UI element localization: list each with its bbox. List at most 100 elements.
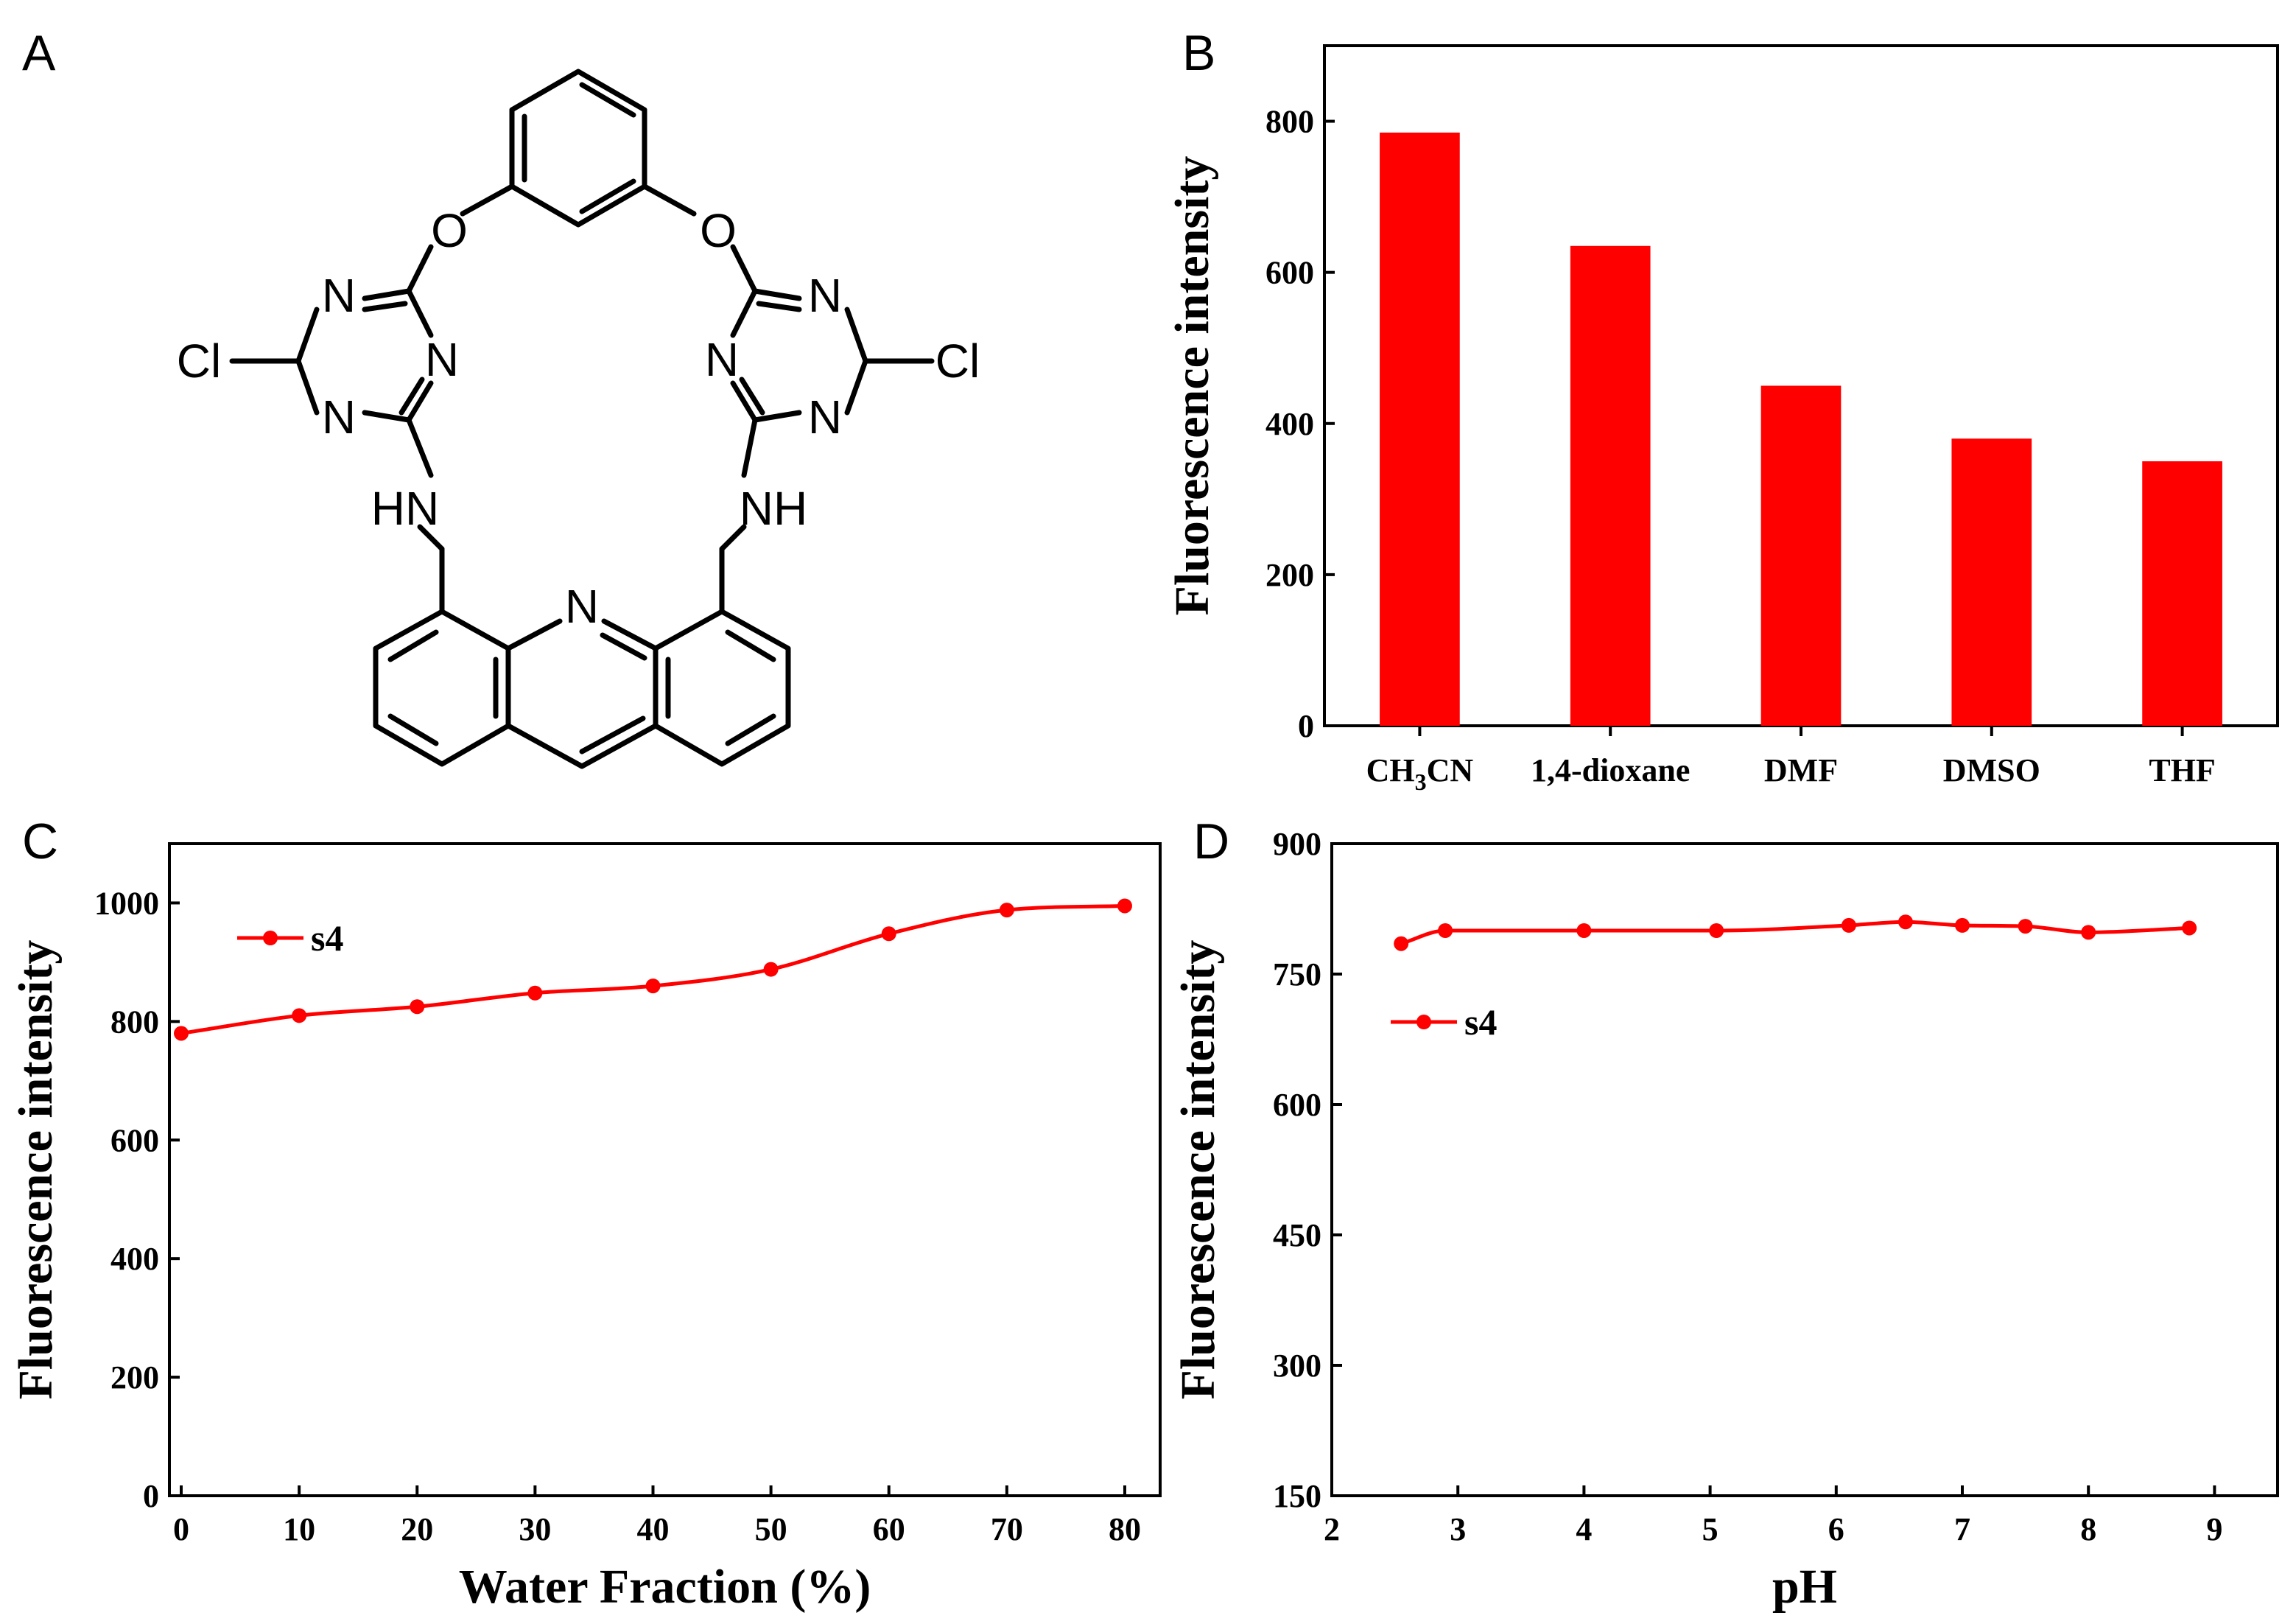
atom-n-left-top: N	[322, 269, 356, 322]
panel-d-line-chart: D 150 300 450 600 750 900 2 3 4 5 6 7 8 9 s4 pH Fluor…	[1171, 813, 2279, 1614]
atom-n-right-bottom: N	[808, 391, 842, 444]
chart-d-legend-marker	[1416, 1015, 1431, 1029]
chart-d-series-line	[1400, 920, 2190, 946]
chart-c-xtick-label: 70	[991, 1511, 1023, 1547]
chart-d-point-0	[1394, 936, 1409, 951]
chart-c-xtick-label: 30	[519, 1511, 551, 1547]
chart-c-point-7	[999, 903, 1014, 918]
chart-d-xtick-label: 4	[1576, 1511, 1592, 1547]
chart-b-ticks: 0 200 400 600 800	[1265, 104, 1335, 744]
bar-3	[1951, 438, 2032, 726]
chart-c-legend-marker	[263, 931, 278, 945]
panel-label-a: A	[22, 25, 56, 81]
chart-c-xtick-label: 50	[755, 1511, 787, 1547]
chart-c-points	[174, 898, 1132, 1041]
chart-c-xtick-label: 20	[401, 1511, 433, 1547]
atom-n-right-top: N	[808, 269, 842, 322]
chart-d-point-9	[2182, 920, 2197, 936]
chart-d-y-axis-title: Fluorescence intensity	[1171, 940, 1225, 1400]
chart-d-point-5	[1897, 914, 1913, 930]
structure-atom-labels: O O N N N Cl HN N N N Cl NH N	[177, 204, 980, 633]
bar-1	[1570, 245, 1651, 726]
structure-bonds	[229, 69, 935, 769]
chart-d-legend-label: s4	[1464, 1001, 1497, 1043]
chart-c-point-2	[410, 999, 425, 1015]
chart-b-ytick-label: 0	[1298, 708, 1314, 744]
atom-n-acridine: N	[565, 580, 599, 633]
chart-d-x-axis-title: pH	[1772, 1560, 1837, 1614]
chart-b-ytick-label: 600	[1265, 255, 1314, 291]
atom-o-right: O	[700, 204, 737, 257]
chart-d-xtick-label: 5	[1702, 1511, 1719, 1547]
chart-d-xtick-label: 3	[1450, 1511, 1466, 1547]
chart-d-xtick-label: 8	[2080, 1511, 2096, 1547]
chart-d-legend: s4	[1391, 1001, 1497, 1043]
chart-c-legend: s4	[237, 917, 343, 959]
atom-n-left-bottom: N	[322, 391, 356, 444]
chart-d-frame	[1330, 842, 2279, 1497]
chart-d-ytick-label: 600	[1273, 1087, 1321, 1123]
chart-b-bars	[1380, 132, 2222, 726]
chart-d-ytick-label: 750	[1273, 956, 1321, 992]
atom-cl-right: Cl	[935, 335, 980, 388]
chart-d-ytick-label: 900	[1273, 826, 1321, 862]
chart-c-x-axis-title: Water Fraction (%)	[459, 1560, 871, 1614]
chart-d-point-6	[1955, 917, 1970, 933]
chart-c-y-axis-title: Fluorescence intensity	[9, 940, 63, 1400]
panel-label-b: B	[1182, 25, 1215, 81]
chart-d-point-8	[2081, 925, 2096, 940]
chart-c-xtick-label: 40	[636, 1511, 669, 1547]
chart-b-ytick-label: 800	[1265, 104, 1314, 140]
chart-c-point-3	[527, 985, 543, 1001]
chart-b-y-axis-title: Fluorescence intensity	[1165, 156, 1219, 616]
chart-b-xtick-label: DMF	[1764, 752, 1838, 788]
chart-c-ytick-label: 600	[110, 1122, 159, 1158]
atom-nh-right: NH	[740, 482, 807, 535]
chart-c-ticks: 0 200 400 600 800 1000 0 10 20 30 40 50 60 70 80	[94, 885, 1141, 1547]
chart-b-xtick-label: CH3CN	[1366, 752, 1474, 795]
chart-d-point-2	[1576, 923, 1592, 938]
chart-c-ytick-label: 800	[110, 1004, 159, 1040]
chart-d-ytick-label: 450	[1273, 1217, 1321, 1253]
chart-c-legend-label: s4	[311, 917, 343, 959]
chart-b-xtick-label: DMSO	[1943, 752, 2040, 788]
chart-b-x-labels: CH3CN 1,4-dioxane DMF DMSO THF	[1366, 726, 2216, 795]
chart-b-xtick-label: THF	[2149, 752, 2215, 788]
chart-d-xtick-label: 9	[2206, 1511, 2222, 1547]
chart-d-ytick-label: 150	[1273, 1478, 1321, 1514]
chart-d-xtick-label: 7	[1954, 1511, 1970, 1547]
bar-4	[2142, 461, 2222, 726]
panel-label-c: C	[22, 813, 58, 869]
chart-b-ytick-label: 400	[1265, 406, 1314, 442]
chart-c-ytick-label: 0	[143, 1478, 159, 1514]
chart-c-frame	[168, 842, 1162, 1497]
bar-0	[1380, 132, 1460, 726]
chart-c-point-8	[1117, 898, 1132, 914]
atom-o-left: O	[431, 204, 468, 257]
chart-d-point-3	[1709, 923, 1724, 938]
chart-c-point-1	[292, 1008, 307, 1023]
chart-c-point-6	[881, 926, 896, 942]
chart-c-xtick-label: 60	[873, 1511, 905, 1547]
chart-d-point-1	[1438, 923, 1453, 938]
chart-c-xtick-label: 0	[173, 1511, 189, 1547]
chart-d-ticks: 150 300 450 600 750 900 2 3 4 5 6 7 8 9	[1273, 826, 2222, 1547]
atom-cl-left: Cl	[177, 335, 221, 388]
chart-c-point-5	[763, 962, 779, 977]
panel-b-bar-chart: B 0 200 400 600 800 CH3CN 1,4-dioxane DMF DMSO T…	[1165, 25, 2279, 795]
chart-b-ytick-label: 200	[1265, 557, 1314, 593]
chart-d-point-4	[1841, 917, 1856, 933]
chart-c-point-0	[174, 1026, 189, 1041]
chart-c-point-4	[645, 978, 661, 994]
chart-d-ytick-label: 300	[1273, 1348, 1321, 1384]
chart-d-point-7	[2018, 919, 2033, 934]
chart-d-points	[1394, 914, 2197, 951]
chart-c-xtick-label: 10	[283, 1511, 315, 1547]
chart-c-ytick-label: 1000	[94, 885, 159, 921]
chart-b-xtick-label: 1,4-dioxane	[1531, 752, 1690, 788]
chart-d-xtick-label: 6	[1828, 1511, 1844, 1547]
panel-label-d: D	[1193, 813, 1229, 869]
chart-d-xtick-label: 2	[1324, 1511, 1340, 1547]
